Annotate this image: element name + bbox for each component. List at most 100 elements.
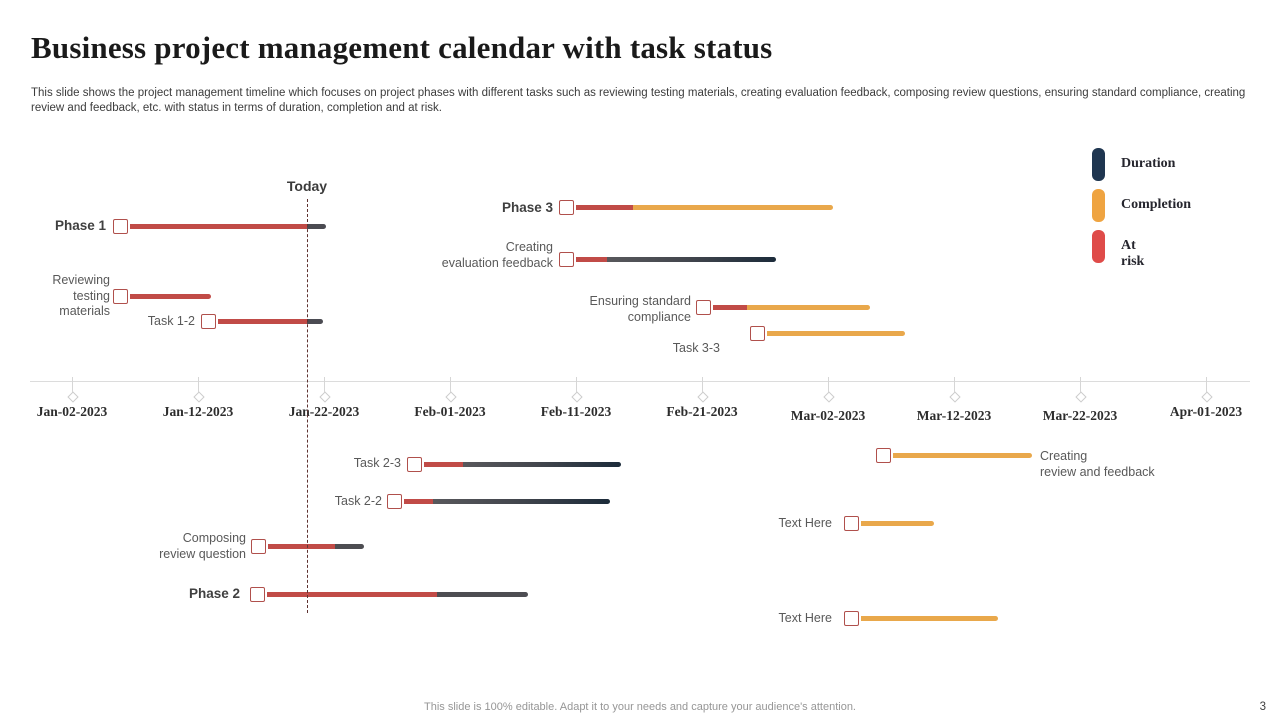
tick-diamond-icon [445,391,457,403]
completion-segment [747,304,870,310]
task-bar-phase2 [250,586,528,602]
at-risk-swatch [1092,230,1105,263]
milestone-marker [559,251,574,267]
task-bar-reviewing [113,288,211,304]
at-risk-segment [576,256,607,262]
axis-date: Mar-02-2023 [790,408,866,423]
footer-note: This slide is 100% editable. Adapt it to… [424,701,856,713]
tick-stem [576,377,577,394]
task-label-text-here-2: Text Here [778,611,833,625]
timeline-axis [30,381,1250,382]
duration-swatch [1092,148,1105,181]
completion-segment [893,452,1032,458]
legend-label: At risk [1121,238,1145,269]
today-dashed-line [307,199,308,613]
legend-label: Duration [1121,156,1176,171]
task-label-text-here-1: Text Here [778,516,833,530]
slide-description: This slide shows the project management … [31,87,1246,114]
task-bar-task-1-2 [201,313,323,329]
completion-segment [767,330,905,336]
axis-date: Jan-22-2023 [288,404,360,419]
milestone-marker [844,610,859,626]
axis-date: Apr-01-2023 [1169,404,1243,419]
task-label-creating-review: Creating review and feedback [1040,449,1155,479]
page-number: 3 [1259,701,1266,713]
at-risk-segment [424,461,463,467]
tick-stem [954,377,955,394]
axis-date: Feb-21-2023 [666,404,738,419]
completion-segment [633,204,833,210]
tick-diamond-icon [319,391,331,403]
at-risk-segment [268,543,335,549]
duration-segment [307,318,323,324]
duration-segment [607,256,776,262]
legend-label: Completion [1121,197,1191,212]
axis-date: Mar-22-2023 [1042,408,1118,423]
page-title: Business project management calendar wit… [31,30,773,65]
task-label-composing: Composing review question [159,531,246,561]
at-risk-segment [267,591,437,597]
milestone-marker [559,199,574,215]
completion-segment [861,615,998,621]
milestone-marker [876,447,891,463]
tick-diamond-icon [193,391,205,403]
task-bar-composing [251,538,364,554]
duration-segment [307,223,326,229]
task-bar-creating-review [876,447,1032,463]
milestone-marker [113,288,128,304]
completion-segment [861,520,934,526]
task-label-creating-eval: Creating evaluation feedback [441,240,553,270]
milestone-marker [250,586,265,602]
milestone-marker [696,299,711,315]
tick-diamond-icon [571,391,583,403]
tick-diamond-icon [697,391,709,403]
task-label-ensuring: Ensuring standard compliance [589,294,691,324]
today-label: Today [286,178,328,194]
task-label-task-2-3: Task 2-3 [353,456,401,470]
milestone-marker [387,493,402,509]
tick-diamond-icon [67,391,79,403]
task-bar-task-2-2 [387,493,610,509]
at-risk-segment [713,304,747,310]
milestone-marker [407,456,422,472]
at-risk-segment [404,498,433,504]
milestone-marker [113,218,128,234]
axis-date: Feb-11-2023 [540,404,612,419]
milestone-marker [750,325,765,341]
tick-diamond-icon [949,391,961,403]
task-label-phase2: Phase 2 [188,586,240,601]
duration-segment [437,591,528,597]
tick-stem [198,377,199,394]
at-risk-segment [576,204,633,210]
task-label-task-3-3: Task 3-3 [672,341,720,355]
task-bar-phase3 [559,199,833,215]
task-label-phase1: Phase 1 [54,218,106,233]
tick-diamond-icon [1075,391,1087,403]
task-bar-phase1 [113,218,326,234]
tick-stem [702,377,703,394]
tick-stem [324,377,325,394]
axis-date: Mar-12-2023 [916,408,992,423]
task-bar-ensuring [696,299,870,315]
task-label-phase3: Phase 3 [501,200,553,215]
tick-diamond-icon [823,391,835,403]
task-label-task-2-2: Task 2-2 [334,494,382,508]
milestone-marker [201,313,216,329]
duration-segment [463,461,621,467]
tick-stem [450,377,451,394]
axis-date: Jan-12-2023 [162,404,234,419]
axis-date: Feb-01-2023 [414,404,486,419]
milestone-marker [251,538,266,554]
axis-date: Jan-02-2023 [36,404,108,419]
task-bar-task-2-3 [407,456,621,472]
at-risk-segment [130,223,307,229]
tick-stem [1206,377,1207,394]
at-risk-segment [218,318,307,324]
duration-segment [335,543,364,549]
task-bar-task-3-3 [750,325,905,341]
at-risk-segment [130,293,211,299]
task-bar-text-here-2 [844,610,998,626]
task-bar-text-here-1 [844,515,934,531]
task-label-reviewing: Reviewing testing materials [52,273,110,318]
